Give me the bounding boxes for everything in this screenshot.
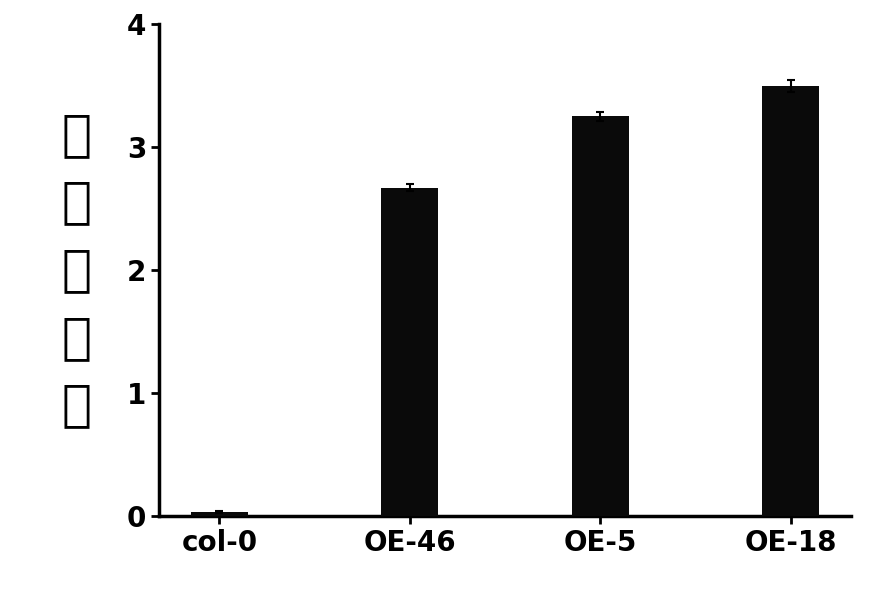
Bar: [571, 117, 629, 516]
Text: 达: 达: [62, 314, 91, 362]
Text: 相: 相: [62, 111, 91, 159]
Text: 表: 表: [62, 246, 91, 294]
Bar: [381, 188, 439, 516]
Text: 对: 对: [62, 178, 91, 226]
Text: 量: 量: [62, 381, 91, 429]
Bar: [190, 512, 248, 516]
Bar: [762, 86, 820, 516]
